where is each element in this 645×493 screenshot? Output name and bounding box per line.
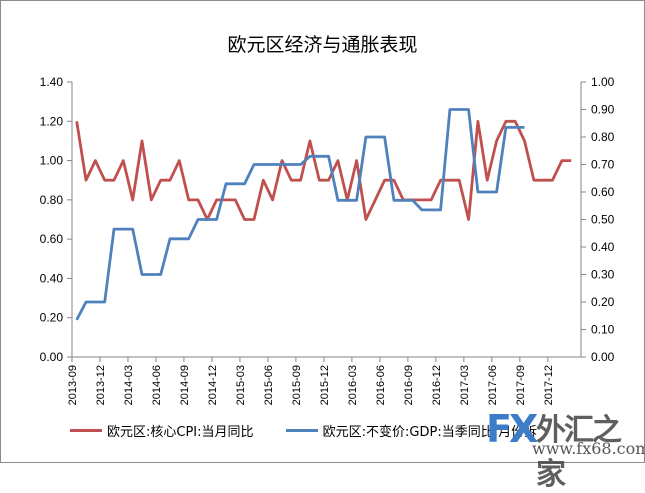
x-tick-label: 2013-09 [67, 365, 79, 405]
x-tick-label: 2014-12 [207, 365, 219, 405]
x-tick-label: 2015-09 [291, 365, 303, 405]
plot-area: 0.00 0.20 0.40 0.60 0.80 1.00 1.20 1.40 0.00 0.10… [40, 75, 615, 405]
x-tick-label: 2017-09 [515, 365, 527, 405]
chart-frame [0, 0, 645, 463]
right-tick-label: 0.70 [591, 158, 615, 172]
watermark-url: www.fx68.com [532, 439, 645, 458]
left-tick-label: 0.80 [40, 193, 64, 207]
right-tick-label: 0.90 [591, 103, 615, 117]
legend-label: 欧元区:不变价:GDP:当季同比:月份拆 [322, 425, 538, 440]
x-tick-label: 2015-12 [319, 365, 331, 405]
left-tick-label: 0.60 [40, 232, 64, 246]
left-tick-label: 1.40 [40, 75, 64, 89]
series-lines [75, 108, 572, 321]
x-tick-label: 2014-09 [179, 365, 191, 405]
right-tick-label: 1.00 [591, 75, 615, 89]
x-tick-label: 2014-06 [151, 365, 163, 405]
left-tick-label: 0.20 [40, 311, 64, 325]
legend-swatch-blue [285, 429, 318, 432]
x-tick-label: 2017-06 [487, 365, 499, 405]
right-tick-label: 0.50 [591, 213, 615, 227]
right-tick-label: 0.80 [591, 130, 615, 144]
x-tick-label: 2016-06 [375, 365, 387, 405]
x-tick-label: 2016-12 [431, 365, 443, 405]
x-tick-label: 2016-09 [403, 365, 415, 405]
x-tick-label: 2014-03 [123, 365, 135, 405]
core-cpi-line [75, 119, 572, 221]
x-tick-label: 2013-12 [95, 365, 107, 405]
right-tick-label: 0.00 [591, 350, 615, 364]
right-tick-label: 0.40 [591, 240, 615, 254]
right-tick-label: 0.30 [591, 268, 615, 282]
axes: 0.00 0.20 0.40 0.60 0.80 1.00 1.20 1.40 0.00 0.10… [40, 75, 615, 405]
left-tick-label: 1.20 [40, 114, 64, 128]
right-tick-label: 0.60 [591, 185, 615, 199]
left-tick-label: 0.00 [40, 350, 64, 364]
legend-label: 欧元区:核心CPI:当月同比 [107, 425, 254, 440]
watermark: FX 外汇之家 www.fx68.com [486, 405, 645, 492]
legend-item-gdp: 欧元区:不变价:GDP:当季同比:月份拆 [285, 421, 538, 440]
left-tick-label: 0.40 [40, 271, 64, 285]
right-tick-label: 0.10 [591, 323, 615, 337]
x-tick-label: 2015-06 [263, 365, 275, 405]
legend-swatch-red [70, 429, 102, 432]
right-tick-label: 0.20 [591, 295, 615, 309]
left-tick-label: 1.00 [40, 154, 64, 168]
x-tick-label: 2017-12 [543, 365, 555, 405]
x-tick-label: 2016-03 [347, 365, 359, 405]
watermark-logo: FX [486, 407, 538, 451]
x-tick-label: 2015-03 [235, 365, 247, 405]
gdp-line [75, 108, 525, 321]
legend: 欧元区:核心CPI:当月同比 欧元区:不变价:GDP:当季同比:月份拆 [70, 421, 565, 440]
chart-title: 欧元区经济与通胀表现 [227, 34, 418, 56]
x-tick-label: 2017-03 [459, 365, 471, 405]
legend-item-core-cpi: 欧元区:核心CPI:当月同比 [70, 421, 254, 440]
